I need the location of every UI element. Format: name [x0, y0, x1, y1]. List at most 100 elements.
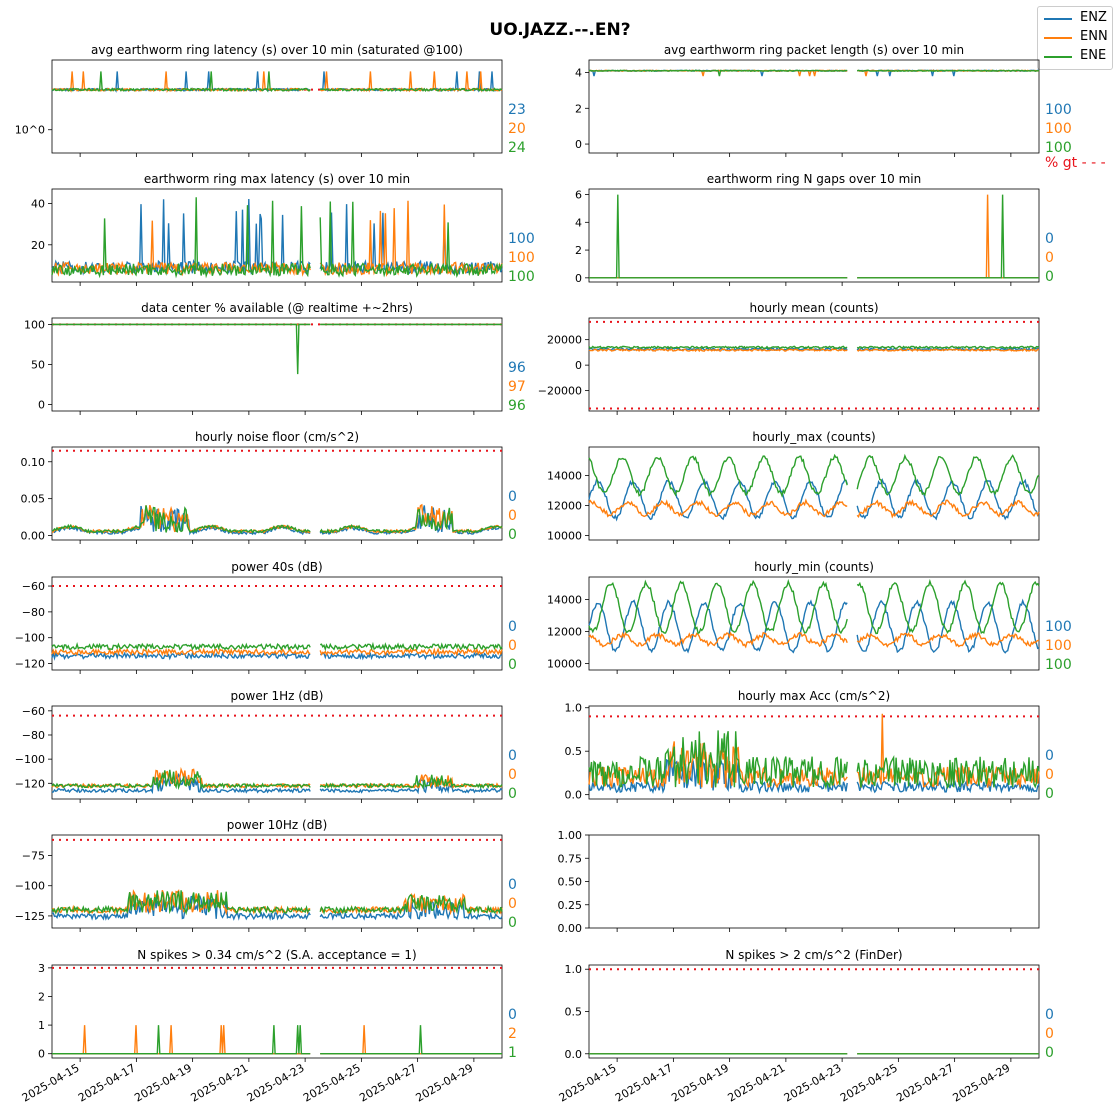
plot-frame — [51, 59, 503, 154]
panel-5: hourly mean (counts) −20000 0 20000 — [538, 301, 1040, 415]
plot-frame — [51, 446, 503, 541]
channel-value-enz: 0 — [508, 489, 517, 505]
x-tick-label: 2025-04-29 — [951, 1061, 1013, 1104]
plot-frame — [588, 446, 1040, 541]
series-ene — [52, 1025, 502, 1055]
series-enn — [51, 503, 503, 535]
series-ene — [588, 345, 1040, 350]
channel-value-ene: 100 — [1045, 140, 1072, 156]
channel-value-ene: 0 — [508, 786, 517, 802]
x-tick-label: 2025-04-17 — [76, 1061, 138, 1104]
plot-frame — [51, 188, 503, 283]
series-enn — [51, 71, 503, 93]
y-tick-label: 0.75 — [558, 852, 583, 865]
figure-title: UO.JAZZ.--.EN? — [489, 20, 631, 40]
series-enz — [51, 198, 503, 276]
y-tick-label: −20000 — [538, 385, 582, 398]
x-tick-label: 2025-04-15 — [557, 1061, 619, 1104]
series-enn — [52, 1025, 502, 1055]
y-tick-label: 1 — [38, 1019, 45, 1032]
channel-value-enn: 0 — [1045, 767, 1054, 783]
plot-frame — [51, 964, 503, 1059]
channel-value-enn: 0 — [508, 508, 517, 524]
panel-title: hourly noise floor (cm/s^2) — [195, 430, 359, 444]
x-tick-label: 2025-04-21 — [726, 1061, 788, 1104]
channel-value-enn: 0 — [508, 638, 517, 654]
panel-title: N spikes > 2 cm/s^2 (FinDer) — [725, 948, 902, 962]
series-ene — [51, 197, 503, 279]
channel-value-enn: 100 — [1045, 121, 1072, 137]
channel-value-ene: 100 — [508, 269, 535, 285]
x-tick-label: 2025-04-29 — [414, 1061, 476, 1104]
y-tick-label: 0.5 — [565, 745, 583, 758]
panel-1: avg earthworm ring packet length (s) ove… — [575, 43, 1106, 171]
channel-value-enz: 23 — [508, 102, 526, 118]
y-tick-label: −120 — [15, 658, 45, 671]
y-tick-label: 2 — [575, 102, 582, 115]
y-tick-label: 10^0 — [15, 124, 45, 137]
plot-frame — [588, 188, 1040, 283]
channel-value-enn: 100 — [1045, 638, 1072, 654]
panel-title: power 10Hz (dB) — [227, 818, 328, 832]
channel-value-ene: 0 — [508, 657, 517, 673]
y-tick-label: 0 — [38, 399, 45, 412]
x-tick-label: 2025-04-23 — [782, 1061, 844, 1104]
series-ene — [51, 641, 503, 652]
series-ene — [588, 69, 1040, 77]
y-tick-label: 0 — [575, 138, 582, 151]
channel-value-enn: 0 — [1045, 1026, 1054, 1042]
series-enn — [51, 647, 503, 657]
x-tick-label: 2025-04-17 — [613, 1061, 675, 1104]
panel-title: hourly max Acc (cm/s^2) — [738, 689, 890, 703]
y-tick-label: 0.00 — [558, 922, 583, 935]
channel-value-enz: 100 — [508, 231, 535, 247]
y-tick-label: −100 — [15, 632, 45, 645]
legend: ENZ ENN ENE — [1037, 6, 1113, 70]
channel-value-ene: 0 — [1045, 1045, 1054, 1061]
series-ene — [589, 194, 1039, 279]
panel-title: avg earthworm ring latency (s) over 10 m… — [91, 43, 463, 57]
panel-14: N spikes > 0.34 cm/s^2 (S.A. acceptance … — [20, 948, 517, 1105]
panel-2: earthworm ring max latency (s) over 10 m… — [31, 172, 535, 286]
x-tick-label: 2025-04-21 — [189, 1061, 251, 1104]
panel-title: hourly mean (counts) — [749, 301, 878, 315]
series-ene — [51, 769, 503, 791]
series-enz — [51, 772, 503, 795]
threshold-note: % gt - - - — [1045, 155, 1106, 171]
series-enz — [51, 650, 503, 661]
y-tick-label: −100 — [15, 753, 45, 766]
channel-value-enz: 0 — [508, 748, 517, 764]
series-ene — [51, 890, 503, 916]
y-tick-label: 10000 — [547, 530, 582, 543]
series-ene — [51, 505, 503, 534]
panel-title: earthworm ring max latency (s) over 10 m… — [144, 172, 410, 186]
y-tick-label: 12000 — [547, 500, 582, 513]
y-tick-label: 0.0 — [565, 1048, 583, 1061]
channel-value-ene: 1 — [508, 1045, 517, 1061]
panel-title: N spikes > 0.34 cm/s^2 (S.A. acceptance … — [137, 948, 416, 962]
y-tick-label: 12000 — [547, 626, 582, 639]
series-ene — [588, 453, 1040, 498]
panel-title: hourly_max (counts) — [752, 430, 875, 444]
channel-value-enn: 20 — [508, 121, 526, 137]
x-tick-label: 2025-04-25 — [838, 1061, 900, 1104]
y-tick-label: 6 — [575, 189, 582, 202]
plot-frame — [588, 964, 1040, 1059]
y-tick-label: −80 — [22, 729, 45, 742]
channel-value-enz: 0 — [1045, 231, 1054, 247]
series-enn — [588, 631, 1040, 649]
y-tick-label: 4 — [575, 67, 582, 80]
channel-value-enz: 100 — [1045, 619, 1072, 635]
channel-value-enz: 0 — [508, 1007, 517, 1023]
channel-value-enz: 0 — [1045, 748, 1054, 764]
plot-frame — [588, 705, 1040, 800]
plot-frame — [588, 59, 1040, 154]
legend-swatch-ene — [1044, 56, 1072, 58]
y-tick-label: 0.00 — [21, 530, 46, 543]
y-tick-label: 20000 — [547, 334, 582, 347]
panel-title: avg earthworm ring packet length (s) ove… — [664, 43, 964, 57]
y-tick-label: −60 — [22, 705, 45, 718]
channel-value-ene: 24 — [508, 140, 526, 156]
plot-frame — [51, 705, 503, 800]
